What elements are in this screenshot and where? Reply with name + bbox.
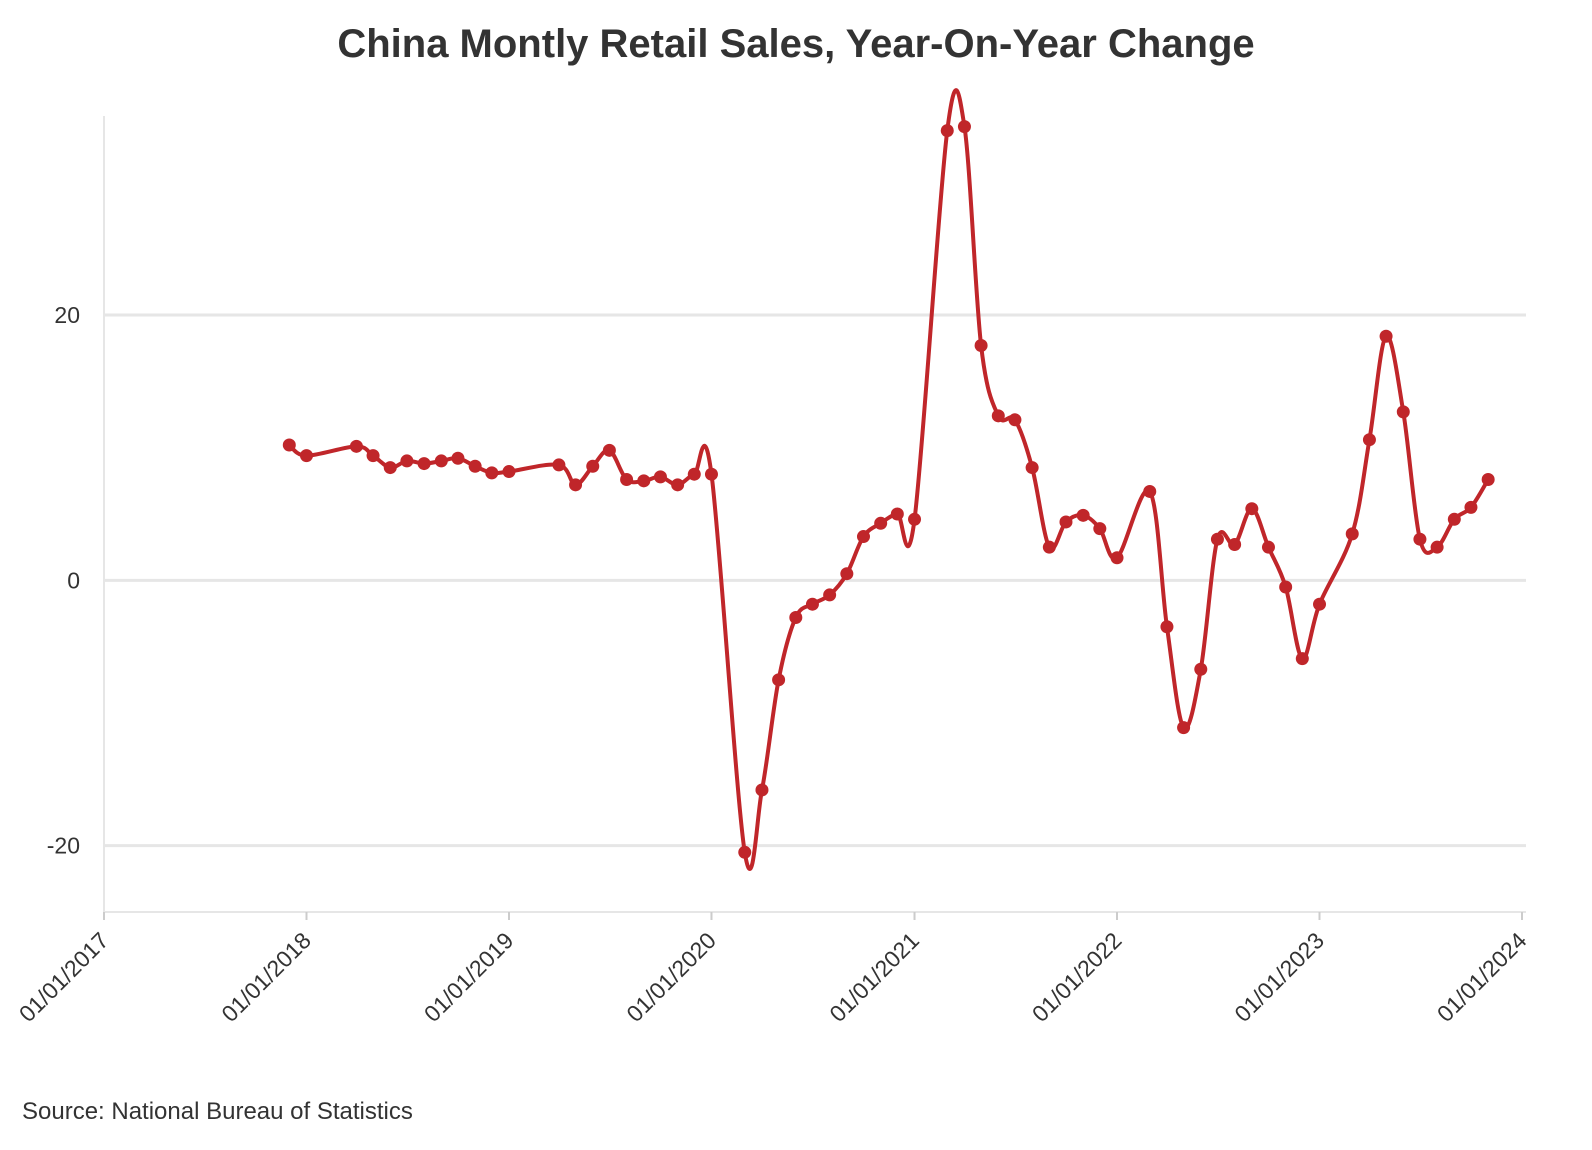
data-point[interactable] bbox=[840, 567, 854, 581]
data-point[interactable] bbox=[1345, 527, 1359, 541]
data-point[interactable] bbox=[1228, 538, 1242, 552]
x-tick-label: 01/01/2023 bbox=[1229, 927, 1329, 1027]
data-point[interactable] bbox=[1177, 721, 1191, 735]
data-point[interactable] bbox=[1160, 620, 1174, 634]
data-point[interactable] bbox=[1279, 580, 1293, 594]
data-point[interactable] bbox=[738, 845, 752, 859]
data-point[interactable] bbox=[1313, 597, 1327, 611]
data-point[interactable] bbox=[1194, 662, 1208, 676]
data-point[interactable] bbox=[299, 449, 313, 463]
x-axis bbox=[103, 911, 1526, 920]
data-point[interactable] bbox=[1447, 512, 1461, 526]
data-point[interactable] bbox=[957, 120, 971, 134]
data-point[interactable] bbox=[991, 409, 1005, 423]
data-point[interactable] bbox=[1245, 502, 1259, 516]
data-point[interactable] bbox=[1059, 515, 1073, 529]
data-point[interactable] bbox=[569, 478, 583, 492]
source-note: Source: National Bureau of Statistics bbox=[22, 1098, 413, 1125]
y-tick-label: 0 bbox=[67, 567, 80, 593]
data-point[interactable] bbox=[366, 449, 380, 463]
chart-title: China Montly Retail Sales, Year-On-Year … bbox=[337, 22, 1255, 66]
data-point[interactable] bbox=[1110, 551, 1124, 565]
x-axis-tick-labels: 01/01/2017 01/01/2018 01/01/2019 01/01/2020… bbox=[14, 927, 1532, 1027]
data-point[interactable] bbox=[1008, 413, 1022, 427]
data-point[interactable] bbox=[789, 610, 803, 624]
data-point[interactable] bbox=[823, 588, 837, 602]
data-point[interactable] bbox=[282, 438, 296, 452]
data-point[interactable] bbox=[1362, 433, 1376, 447]
data-point[interactable] bbox=[940, 124, 954, 138]
data-point[interactable] bbox=[805, 597, 819, 611]
data-point[interactable] bbox=[755, 783, 769, 797]
data-point[interactable] bbox=[502, 465, 516, 479]
data-point[interactable] bbox=[468, 459, 482, 473]
x-tick-label: 01/01/2017 bbox=[14, 927, 114, 1027]
data-point[interactable] bbox=[1042, 540, 1056, 554]
x-tick-label: 01/01/2018 bbox=[216, 927, 316, 1027]
data-point[interactable] bbox=[874, 516, 888, 530]
data-point[interactable] bbox=[434, 454, 448, 468]
data-point[interactable] bbox=[1093, 522, 1107, 536]
data-point[interactable] bbox=[1295, 652, 1309, 666]
data-point[interactable] bbox=[1379, 329, 1393, 343]
data-point[interactable] bbox=[1430, 540, 1444, 554]
data-point[interactable] bbox=[552, 458, 566, 472]
data-point[interactable] bbox=[671, 478, 685, 492]
data-point[interactable] bbox=[349, 439, 363, 453]
x-tick-label: 01/01/2019 bbox=[419, 927, 519, 1027]
data-point[interactable] bbox=[1076, 508, 1090, 522]
data-point[interactable] bbox=[890, 507, 904, 521]
data-point[interactable] bbox=[1210, 532, 1224, 546]
data-point[interactable] bbox=[1413, 532, 1427, 546]
grid-lines bbox=[103, 116, 1526, 912]
data-point[interactable] bbox=[1143, 484, 1157, 498]
data-points bbox=[282, 120, 1495, 859]
series-line-path bbox=[287, 88, 1491, 871]
y-tick-label: 20 bbox=[54, 302, 80, 328]
data-point[interactable] bbox=[1464, 500, 1478, 514]
data-point[interactable] bbox=[1396, 405, 1410, 419]
data-point[interactable] bbox=[400, 454, 414, 468]
data-point[interactable] bbox=[451, 451, 465, 465]
data-point[interactable] bbox=[1481, 473, 1495, 487]
y-tick-label: -20 bbox=[47, 833, 80, 859]
x-tick-label: 01/01/2024 bbox=[1432, 927, 1532, 1027]
data-point[interactable] bbox=[620, 473, 634, 487]
y-axis: -20 0 20 bbox=[47, 302, 80, 859]
data-point[interactable] bbox=[602, 443, 616, 457]
x-tick-label: 01/01/2022 bbox=[1027, 927, 1127, 1027]
data-point[interactable] bbox=[704, 467, 718, 481]
series-line bbox=[287, 88, 1491, 871]
data-point[interactable] bbox=[1261, 540, 1275, 554]
x-tick-label: 01/01/2021 bbox=[824, 927, 924, 1027]
data-point[interactable] bbox=[417, 457, 431, 471]
data-point[interactable] bbox=[687, 467, 701, 481]
data-point[interactable] bbox=[637, 474, 651, 488]
data-point[interactable] bbox=[485, 466, 499, 480]
data-point[interactable] bbox=[772, 673, 786, 687]
data-point[interactable] bbox=[856, 530, 870, 544]
data-point[interactable] bbox=[974, 339, 988, 353]
data-point[interactable] bbox=[383, 461, 397, 475]
data-point[interactable] bbox=[653, 470, 667, 484]
data-point[interactable] bbox=[908, 512, 922, 526]
x-tick-label: 01/01/2020 bbox=[621, 927, 721, 1027]
data-point[interactable] bbox=[1025, 461, 1039, 475]
data-point[interactable] bbox=[586, 459, 600, 473]
